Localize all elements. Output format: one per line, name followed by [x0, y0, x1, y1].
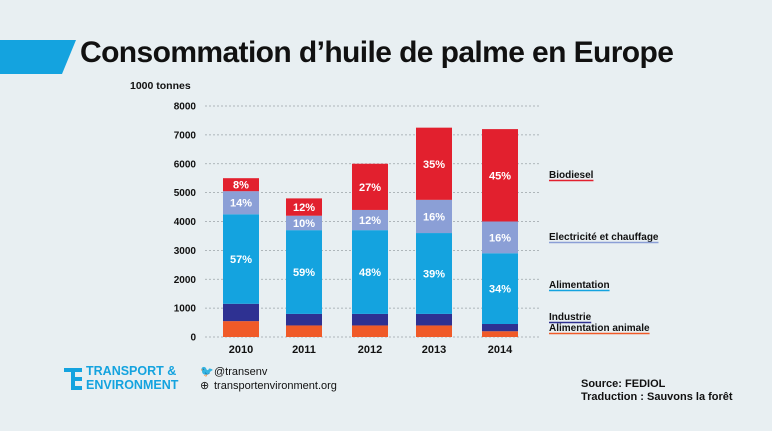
x-tick-label: 2011	[292, 344, 316, 356]
source-text: Source: FEDIOL	[581, 378, 666, 390]
data-label: 34%	[489, 284, 511, 296]
data-label: 35%	[423, 159, 445, 171]
y-tick-label: 8000	[174, 102, 197, 113]
bar-segment	[352, 325, 388, 337]
globe-icon: ⊕	[200, 380, 210, 392]
y-tick-label: 2000	[174, 275, 197, 286]
legend-label: Alimentation animale	[549, 323, 650, 334]
legend-label: Electricité et chauffage	[549, 232, 659, 243]
bar-segment	[286, 313, 322, 326]
bar-segment	[286, 215, 322, 231]
data-label: 48%	[359, 267, 381, 279]
bar-segment	[416, 313, 452, 326]
data-label: 16%	[423, 211, 445, 223]
bar-segment	[482, 324, 518, 332]
data-label: 27%	[359, 182, 381, 194]
legend-label: Biodiesel	[549, 170, 594, 181]
title-accent-tip	[62, 40, 76, 74]
bar-segment	[286, 325, 322, 337]
x-tick-label: 2014	[488, 344, 513, 356]
bar-segment	[352, 230, 388, 314]
data-label: 12%	[359, 215, 381, 227]
legend-label: Alimentation	[549, 280, 610, 291]
bar-segment	[482, 221, 518, 254]
data-label: 59%	[293, 267, 315, 279]
x-tick-label: 2010	[229, 344, 253, 356]
logo-line-2: ENVIRONMENT	[86, 377, 179, 392]
data-label: 8%	[233, 180, 249, 192]
x-tick-label: 2013	[422, 344, 446, 356]
bar-segment	[352, 163, 388, 210]
logo-line-1: TRANSPORT &	[86, 364, 177, 378]
title-accent-bar	[0, 40, 62, 74]
y-tick-label: 4000	[174, 217, 197, 228]
bar-segment	[416, 199, 452, 234]
bar-segment	[482, 253, 518, 325]
bar-segment	[416, 127, 452, 200]
data-label: 10%	[293, 218, 315, 230]
bar-segment	[482, 129, 518, 222]
transport-environment-logo-icon	[64, 368, 82, 390]
bar-segment	[223, 303, 259, 322]
logo-text: TRANSPORT & ENVIRONMENT	[86, 364, 179, 392]
translation-text: Traduction : Sauvons la forêt	[581, 391, 733, 403]
bar-segment	[286, 230, 322, 314]
chart-title: Consommation d’huile de palme en Europe	[80, 36, 674, 69]
bar-segment	[223, 178, 259, 192]
source-block: Source: FEDIOL Traduction : Sauvons la f…	[581, 378, 733, 404]
y-tick-label: 3000	[174, 246, 197, 257]
bar-segment	[223, 214, 259, 304]
data-label: 57%	[230, 254, 252, 266]
bar-segment	[416, 325, 452, 337]
y-tick-label: 0	[190, 333, 196, 344]
data-label: 14%	[230, 198, 252, 210]
y-tick-label: 6000	[174, 159, 197, 170]
website-text: transportenvironment.org	[214, 380, 337, 392]
legend-label: Industrie	[549, 312, 592, 323]
website-link[interactable]: ⊕ transportenvironment.org	[200, 379, 337, 392]
y-tick-label: 1000	[174, 304, 197, 315]
data-label: 45%	[489, 170, 511, 182]
data-label: 39%	[423, 268, 445, 280]
twitter-handle-text: @transenv	[214, 366, 268, 378]
x-tick-label: 2012	[358, 344, 382, 356]
bar-segment	[223, 321, 259, 337]
data-label: 16%	[489, 232, 511, 244]
data-label: 12%	[293, 202, 315, 214]
bar-segment	[223, 191, 259, 215]
y-tick-label: 5000	[174, 188, 197, 199]
bar-segment	[482, 331, 518, 337]
y-tick-label: 7000	[174, 130, 197, 141]
twitter-handle[interactable]: 🐦@transenv	[200, 365, 267, 378]
bar-segment	[352, 313, 388, 326]
bar-segment	[416, 233, 452, 314]
bar-segment	[352, 209, 388, 231]
y-axis-title: 1000 tonnes	[130, 80, 191, 92]
bar-segment	[286, 198, 322, 216]
twitter-icon: 🐦	[200, 366, 214, 378]
